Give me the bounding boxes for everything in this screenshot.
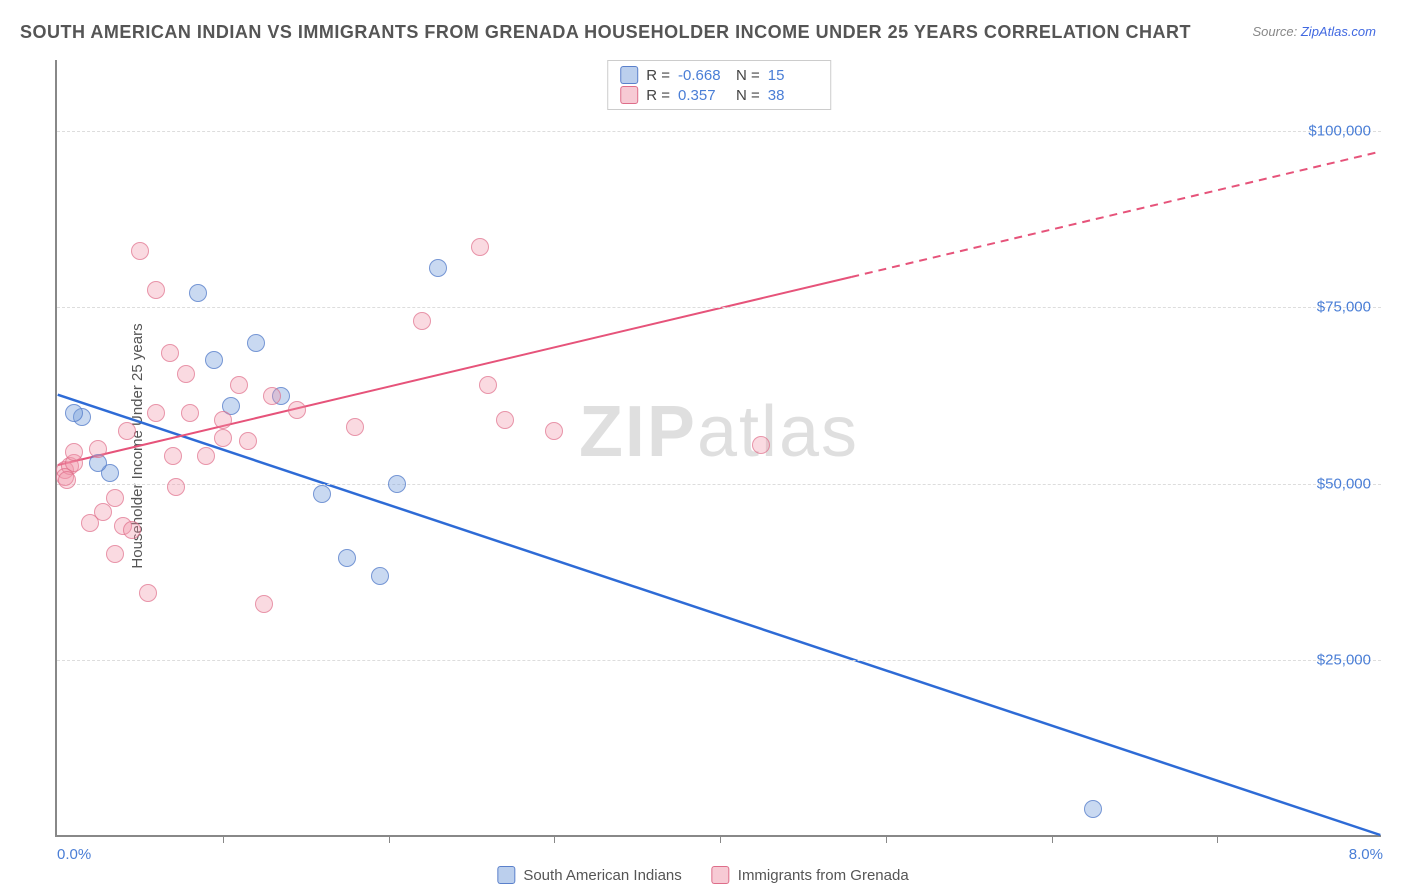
- scatter-point: [65, 443, 83, 461]
- chart-title: SOUTH AMERICAN INDIAN VS IMMIGRANTS FROM…: [20, 22, 1191, 43]
- gridline-horizontal: [57, 307, 1381, 308]
- scatter-point: [65, 404, 83, 422]
- scatter-point: [479, 376, 497, 394]
- source-link[interactable]: ZipAtlas.com: [1301, 24, 1376, 39]
- scatter-point: [239, 432, 257, 450]
- trend-line: [58, 395, 1381, 835]
- gridline-horizontal: [57, 484, 1381, 485]
- legend-R-value: -0.668: [678, 67, 728, 84]
- watermark-bold: ZIP: [579, 392, 697, 472]
- scatter-point: [545, 422, 563, 440]
- legend-R-value: 0.357: [678, 87, 728, 104]
- scatter-point: [147, 281, 165, 299]
- scatter-point: [230, 376, 248, 394]
- x-tick-mark: [389, 835, 390, 843]
- scatter-point: [131, 242, 149, 260]
- scatter-point: [139, 584, 157, 602]
- legend-N-value: 38: [768, 87, 818, 104]
- scatter-point: [214, 429, 232, 447]
- scatter-point: [89, 440, 107, 458]
- legend-bottom-item: Immigrants from Grenada: [712, 866, 909, 884]
- gridline-horizontal: [57, 131, 1381, 132]
- y-tick-label: $75,000: [1317, 299, 1371, 316]
- x-tick-label: 0.0%: [57, 846, 91, 863]
- legend-N-label: N =: [736, 87, 760, 104]
- scatter-point: [214, 411, 232, 429]
- x-tick-label: 8.0%: [1349, 846, 1383, 863]
- x-tick-mark: [886, 835, 887, 843]
- correlation-legend: R = -0.668 N = 15 R = 0.357 N = 38: [607, 60, 831, 110]
- scatter-point: [313, 485, 331, 503]
- scatter-point: [147, 404, 165, 422]
- legend-swatch: [712, 866, 730, 884]
- scatter-point: [189, 284, 207, 302]
- scatter-point: [197, 447, 215, 465]
- x-tick-mark: [720, 835, 721, 843]
- x-tick-mark: [1217, 835, 1218, 843]
- scatter-point: [181, 404, 199, 422]
- scatter-point: [413, 312, 431, 330]
- scatter-point: [371, 567, 389, 585]
- legend-bottom-item: South American Indians: [497, 866, 681, 884]
- scatter-point: [205, 351, 223, 369]
- y-tick-label: $50,000: [1317, 475, 1371, 492]
- scatter-point: [58, 471, 76, 489]
- scatter-point: [338, 549, 356, 567]
- legend-N-label: N =: [736, 67, 760, 84]
- scatter-point: [388, 475, 406, 493]
- scatter-point: [471, 238, 489, 256]
- legend-swatch: [620, 86, 638, 104]
- legend-swatch: [620, 66, 638, 84]
- y-tick-label: $100,000: [1308, 122, 1371, 139]
- scatter-point: [429, 259, 447, 277]
- x-tick-mark: [1052, 835, 1053, 843]
- legend-R-label: R =: [646, 87, 670, 104]
- legend-series-label: Immigrants from Grenada: [738, 867, 909, 884]
- scatter-point: [346, 418, 364, 436]
- gridline-horizontal: [57, 660, 1381, 661]
- legend-N-value: 15: [768, 67, 818, 84]
- series-legend: South American Indians Immigrants from Gr…: [497, 866, 908, 884]
- x-tick-mark: [223, 835, 224, 843]
- scatter-point: [118, 422, 136, 440]
- trend-line: [851, 152, 1380, 277]
- scatter-point: [123, 521, 141, 539]
- source-attribution: Source: ZipAtlas.com: [1252, 24, 1376, 39]
- scatter-point: [247, 334, 265, 352]
- scatter-point: [263, 387, 281, 405]
- scatter-point: [167, 478, 185, 496]
- scatter-point: [164, 447, 182, 465]
- watermark: ZIPatlas: [579, 391, 859, 473]
- scatter-point: [161, 344, 179, 362]
- scatter-point: [255, 595, 273, 613]
- y-tick-label: $25,000: [1317, 652, 1371, 669]
- trend-lines-svg: [57, 60, 1381, 835]
- plot-area: ZIPatlas R = -0.668 N = 15 R = 0.357 N = 38 $25…: [55, 60, 1381, 837]
- scatter-point: [752, 436, 770, 454]
- legend-row: R = -0.668 N = 15: [620, 65, 818, 85]
- legend-swatch: [497, 866, 515, 884]
- legend-row: R = 0.357 N = 38: [620, 85, 818, 105]
- legend-series-label: South American Indians: [523, 867, 681, 884]
- source-prefix: Source:: [1252, 24, 1300, 39]
- scatter-point: [106, 489, 124, 507]
- scatter-point: [1084, 800, 1102, 818]
- scatter-point: [288, 401, 306, 419]
- scatter-point: [177, 365, 195, 383]
- legend-R-label: R =: [646, 67, 670, 84]
- scatter-point: [106, 545, 124, 563]
- x-tick-mark: [554, 835, 555, 843]
- scatter-point: [496, 411, 514, 429]
- watermark-light: atlas: [697, 392, 859, 472]
